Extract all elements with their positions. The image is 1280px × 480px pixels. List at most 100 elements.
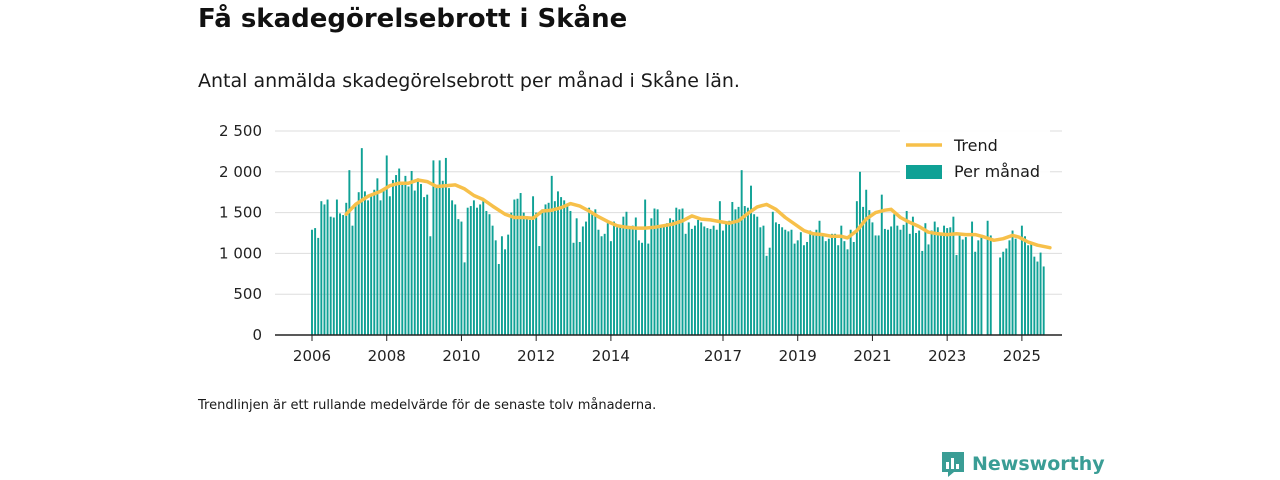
bar xyxy=(525,218,528,335)
bar xyxy=(986,220,989,335)
bar xyxy=(329,216,332,335)
bar xyxy=(846,249,849,335)
bar xyxy=(952,216,955,335)
bar xyxy=(818,220,821,335)
bar xyxy=(373,189,376,335)
bar xyxy=(597,229,600,335)
x-tick-label: 2010 xyxy=(442,347,480,365)
x-tick-label: 2019 xyxy=(779,347,817,365)
bar xyxy=(379,200,382,335)
bar xyxy=(687,222,690,335)
bar xyxy=(746,207,749,335)
bar xyxy=(541,209,544,335)
bar xyxy=(849,229,852,335)
bar xyxy=(345,202,348,335)
bar xyxy=(538,246,541,335)
bar xyxy=(1036,261,1039,335)
bar xyxy=(796,240,799,335)
bar xyxy=(887,229,889,335)
bar xyxy=(547,202,550,335)
bar xyxy=(672,219,675,335)
x-tick-label: 2021 xyxy=(853,347,891,365)
bar xyxy=(781,227,784,335)
x-tick-label: 2025 xyxy=(1003,347,1041,365)
bar xyxy=(410,170,413,335)
bar xyxy=(700,222,703,335)
bar xyxy=(606,223,609,335)
bar xyxy=(550,175,553,335)
bar xyxy=(774,222,777,335)
bar xyxy=(469,206,472,335)
bar xyxy=(859,171,861,335)
bar xyxy=(485,210,488,335)
bar xyxy=(778,224,780,335)
bar xyxy=(737,206,740,335)
bar xyxy=(924,223,927,335)
bar xyxy=(644,199,647,335)
bar xyxy=(1002,251,1005,335)
bar xyxy=(1014,238,1017,335)
bar xyxy=(771,211,774,335)
bar xyxy=(980,234,983,335)
bar xyxy=(675,207,678,335)
bar xyxy=(563,200,566,335)
bar xyxy=(896,225,899,335)
bar xyxy=(354,204,357,335)
chart-title: Få skadegörelsebrott i Skåne xyxy=(198,4,628,34)
bar xyxy=(569,210,572,335)
legend-bars-swatch xyxy=(906,165,942,179)
bar xyxy=(466,207,469,335)
bar xyxy=(734,209,737,335)
bar xyxy=(1033,256,1036,335)
bar xyxy=(694,225,696,335)
bar xyxy=(915,233,917,335)
bar xyxy=(756,216,759,335)
bar xyxy=(457,219,460,335)
bar xyxy=(802,245,805,335)
bar xyxy=(482,201,485,335)
bar xyxy=(1020,225,1023,335)
bar xyxy=(715,229,718,335)
bar xyxy=(958,233,961,335)
bar xyxy=(404,175,407,335)
bar xyxy=(815,229,818,335)
x-tick-label: 2006 xyxy=(293,347,331,365)
bar xyxy=(706,228,709,335)
bar xyxy=(426,194,429,335)
x-tick-label: 2017 xyxy=(704,347,742,365)
bar xyxy=(647,243,650,335)
bar xyxy=(528,219,531,335)
footnote: Trendlinjen är ett rullande medelvärde f… xyxy=(198,398,657,413)
bar xyxy=(855,201,858,335)
bar xyxy=(880,194,883,335)
bar xyxy=(585,221,587,335)
bar xyxy=(750,185,752,335)
bar xyxy=(690,228,693,335)
trend-line xyxy=(344,178,1052,250)
bar xyxy=(1027,245,1030,335)
bar xyxy=(370,196,373,335)
bar xyxy=(806,241,809,335)
bar xyxy=(1030,241,1033,335)
bar xyxy=(488,214,491,335)
bar xyxy=(401,181,404,335)
bar xyxy=(588,207,591,335)
bar xyxy=(974,251,977,335)
bar xyxy=(852,241,855,335)
bar xyxy=(725,223,728,335)
bar xyxy=(678,209,681,335)
bar xyxy=(413,190,416,335)
bar xyxy=(507,234,510,335)
bar xyxy=(494,240,497,335)
y-tick-label: 1 500 xyxy=(219,204,262,222)
bar xyxy=(740,170,743,335)
bar xyxy=(522,212,525,335)
bar xyxy=(616,227,619,335)
bar xyxy=(581,226,584,335)
bar xyxy=(497,264,500,335)
bar xyxy=(939,233,942,335)
brand-logo[interactable]: Newsworthy xyxy=(940,450,1105,478)
bar xyxy=(357,192,360,335)
bar xyxy=(320,201,323,335)
bar xyxy=(622,216,625,335)
